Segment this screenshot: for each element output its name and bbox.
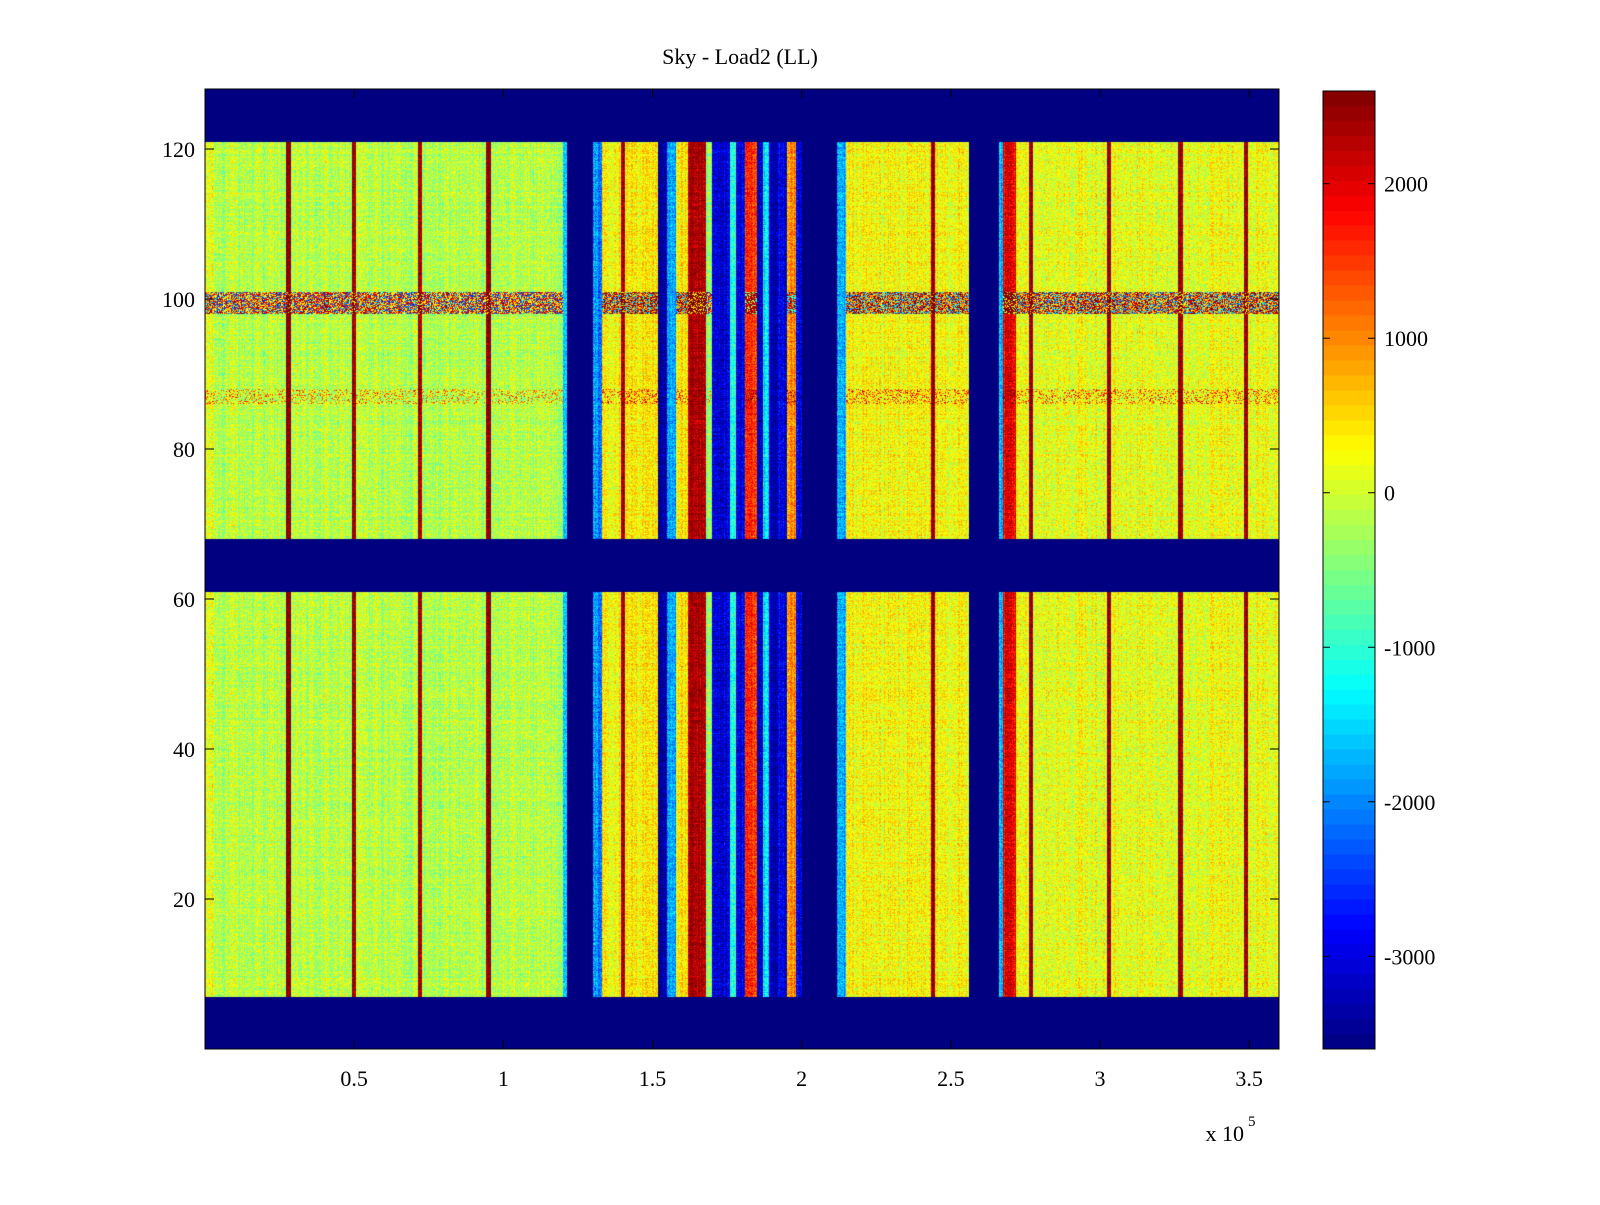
x-axis: 0.5 1 1.5 2 2.5 3 3.5 — [340, 89, 1263, 1091]
y-tick-label: 120 — [162, 137, 195, 162]
x-tick-label: 0.5 — [340, 1066, 368, 1091]
y-axis: 20 40 60 80 100 120 — [162, 137, 1279, 912]
colorbar-ticks: 2000 1000 0 -1000 -2000 -3000 — [1323, 172, 1435, 969]
x-tick-label: 1.5 — [639, 1066, 667, 1091]
colorbar-tick-label: 2000 — [1384, 172, 1428, 197]
chart-title: Sky - Load2 (LL) — [662, 44, 818, 69]
colorbar-tick-label: 0 — [1384, 481, 1395, 506]
colorbar-tick-label: 1000 — [1384, 326, 1428, 351]
colorbar-tick-label: -2000 — [1384, 790, 1435, 815]
x-exponent-label: x 10 — [1206, 1121, 1245, 1146]
x-tick-label: 3.5 — [1235, 1066, 1263, 1091]
y-tick-label: 80 — [173, 437, 195, 462]
colorbar-tick-label: -1000 — [1384, 635, 1435, 660]
y-tick-label: 40 — [173, 737, 195, 762]
colorbar: 2000 1000 0 -1000 -2000 -3000 — [1322, 90, 1435, 1050]
x-exponent-base: x 10 — [1206, 1121, 1245, 1146]
x-tick-label: 2.5 — [937, 1066, 965, 1091]
y-tick-label: 20 — [173, 887, 195, 912]
heatmap-image — [205, 89, 1279, 1049]
colorbar-frame — [1322, 90, 1376, 1050]
y-tick-label: 100 — [162, 287, 195, 312]
colorbar-gradient — [1323, 91, 1375, 1049]
x-tick-label: 1 — [498, 1066, 509, 1091]
plot-frame — [204, 88, 1280, 1050]
colorbar-tick-label: -3000 — [1384, 944, 1435, 969]
heatmap-plot-area — [204, 88, 1280, 1050]
y-tick-label: 60 — [173, 587, 195, 612]
x-tick-label: 2 — [796, 1066, 807, 1091]
x-tick-label: 3 — [1095, 1066, 1106, 1091]
x-exponent-power: 5 — [1248, 1114, 1256, 1130]
